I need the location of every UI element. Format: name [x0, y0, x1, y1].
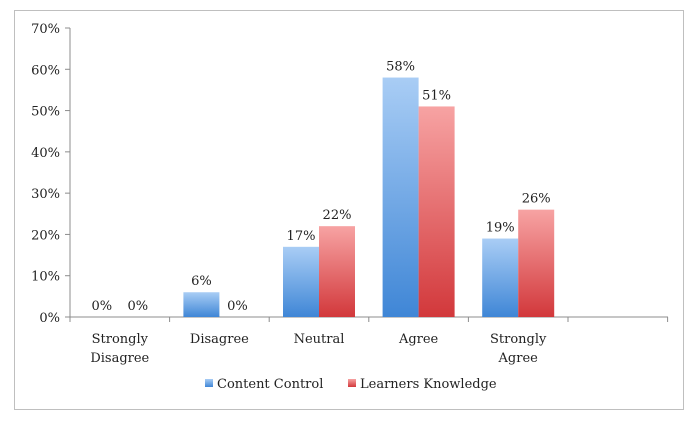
x-category-label: Neutral: [294, 332, 345, 347]
y-tick-label: 30%: [31, 187, 60, 202]
bar-content-control: [183, 292, 220, 317]
x-category-label: Disagree: [90, 351, 149, 366]
x-category-label: Agree: [398, 332, 439, 347]
data-label: 0%: [91, 299, 112, 314]
data-label: 26%: [522, 192, 551, 207]
legend-swatch: [348, 379, 356, 387]
chart-frame: [14, 10, 684, 410]
data-label: 0%: [227, 299, 248, 314]
data-label: 0%: [127, 299, 148, 314]
legend-label: Content Control: [217, 377, 323, 392]
data-label: 58%: [386, 60, 415, 75]
bar-learners-knowledge: [319, 226, 355, 317]
bar-content-control: [482, 238, 519, 317]
legend-label: Learners Knowledge: [360, 377, 497, 392]
x-category-label: Disagree: [190, 332, 249, 347]
x-category-label: Strongly: [92, 332, 149, 347]
y-tick-label: 40%: [31, 146, 60, 161]
bar-learners-knowledge: [418, 106, 455, 317]
y-tick-label: 50%: [31, 105, 60, 120]
legend-swatch: [205, 379, 213, 387]
bar-content-control: [382, 77, 419, 318]
data-label: 6%: [191, 274, 212, 289]
data-label: 51%: [422, 88, 451, 103]
x-category-label: Strongly: [490, 332, 547, 347]
x-category-label: Agree: [498, 351, 539, 366]
data-label: 19%: [486, 221, 515, 236]
y-tick-label: 10%: [31, 270, 60, 285]
data-label: 22%: [323, 208, 352, 223]
data-label: 17%: [287, 229, 316, 244]
bar-content-control: [283, 246, 319, 317]
y-tick-label: 0%: [39, 311, 60, 326]
y-tick-label: 70%: [31, 22, 60, 37]
y-tick-label: 60%: [31, 63, 60, 78]
bar-learners-knowledge: [518, 209, 555, 317]
y-tick-label: 20%: [31, 228, 60, 243]
